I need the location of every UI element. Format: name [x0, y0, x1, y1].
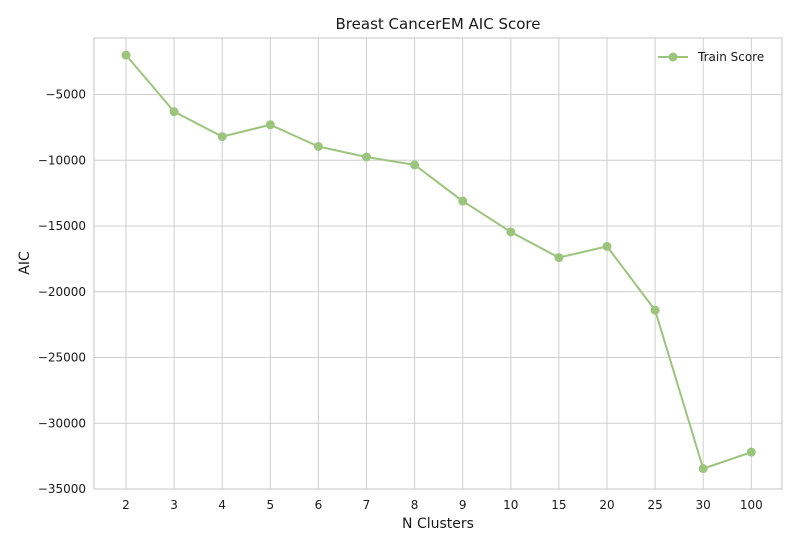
series-line [125, 54, 752, 470]
x-tick-label: 3 [170, 498, 178, 512]
legend: Train Score [658, 50, 764, 64]
x-tick-label: 4 [218, 498, 226, 512]
x-tick-label: 8 [411, 498, 419, 512]
y-tick-label: −15000 [38, 219, 86, 233]
data-point [650, 305, 660, 315]
x-tick-label: 6 [315, 498, 323, 512]
data-point [169, 107, 179, 117]
x-tick-label: 10 [503, 498, 518, 512]
x-tick-label: 25 [647, 498, 662, 512]
y-tick-label: −10000 [38, 153, 86, 167]
y-tick-label: −5000 [45, 88, 86, 102]
data-point [217, 132, 227, 142]
chart-title: Breast CancerEM AIC Score [336, 15, 541, 33]
data-point [410, 160, 420, 170]
y-axis-ticks: −5000 −10000 −15000 −20000 −25000 −30000 −3500… [38, 88, 86, 496]
series-train-score [121, 50, 756, 474]
x-tick-label: 20 [599, 498, 614, 512]
data-point [554, 253, 564, 263]
data-point [121, 50, 131, 60]
y-axis-label: AIC [17, 251, 33, 275]
x-axis-ticks: 2 3 4 5 6 7 8 9 10 15 20 25 30 100 [122, 498, 763, 512]
data-point [458, 196, 468, 206]
x-tick-label: 9 [459, 498, 467, 512]
y-tick-label: −35000 [38, 482, 86, 496]
x-tick-label: 2 [122, 498, 130, 512]
data-point [265, 120, 275, 130]
y-tick-label: −25000 [38, 351, 86, 365]
data-point [362, 152, 371, 162]
x-tick-label: 5 [266, 498, 274, 512]
data-point [506, 227, 516, 237]
legend-label: Train Score [697, 50, 764, 64]
data-point [698, 464, 708, 474]
x-tick-label: 7 [363, 498, 371, 512]
y-tick-label: −30000 [38, 416, 86, 430]
data-point [746, 447, 756, 457]
grid-lines [94, 38, 782, 490]
data-point [313, 141, 323, 151]
plot-area-frame [93, 37, 783, 490]
legend-marker [668, 52, 678, 62]
y-tick-label: −20000 [38, 285, 86, 299]
x-tick-label: 15 [551, 498, 566, 512]
data-point [602, 241, 612, 251]
x-axis-label: N Clusters [402, 516, 474, 532]
x-tick-label: 30 [696, 498, 711, 512]
x-tick-label: 100 [740, 498, 763, 512]
